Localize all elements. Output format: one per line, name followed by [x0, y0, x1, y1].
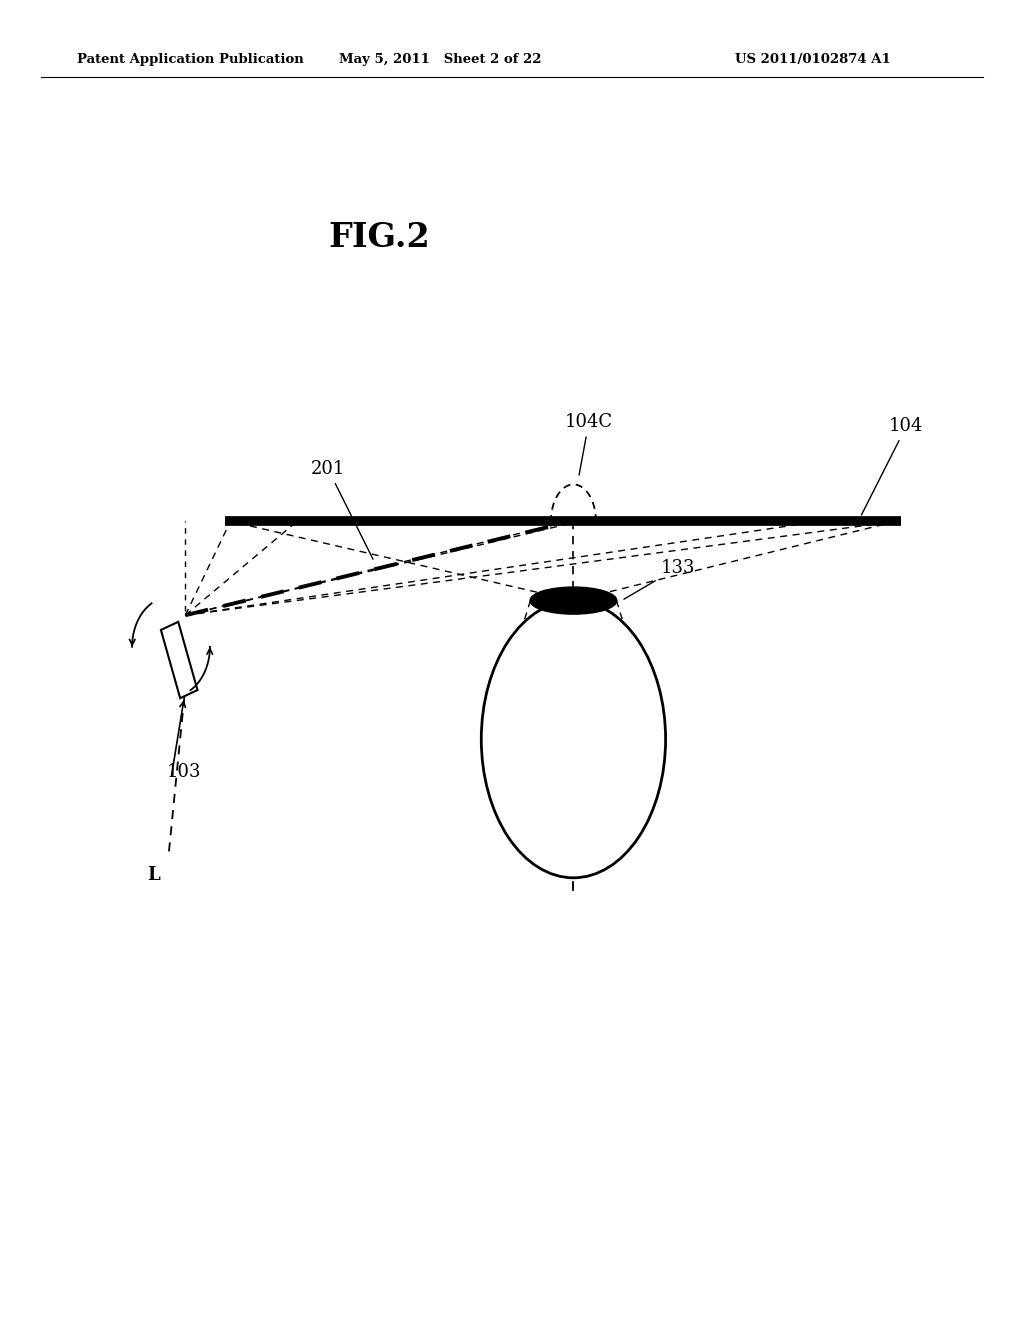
Text: 104C: 104C	[565, 413, 612, 475]
Text: 103: 103	[167, 763, 202, 781]
Text: 201: 201	[311, 461, 373, 560]
Text: May 5, 2011   Sheet 2 of 22: May 5, 2011 Sheet 2 of 22	[339, 53, 542, 66]
Ellipse shape	[530, 587, 616, 614]
Text: US 2011/0102874 A1: US 2011/0102874 A1	[735, 53, 891, 66]
Ellipse shape	[481, 601, 666, 878]
Text: L: L	[147, 866, 160, 884]
Text: 133: 133	[624, 558, 695, 599]
Polygon shape	[161, 622, 198, 698]
Text: FIG.2: FIG.2	[328, 222, 430, 255]
Text: Patent Application Publication: Patent Application Publication	[77, 53, 303, 66]
Text: 104: 104	[861, 417, 924, 515]
